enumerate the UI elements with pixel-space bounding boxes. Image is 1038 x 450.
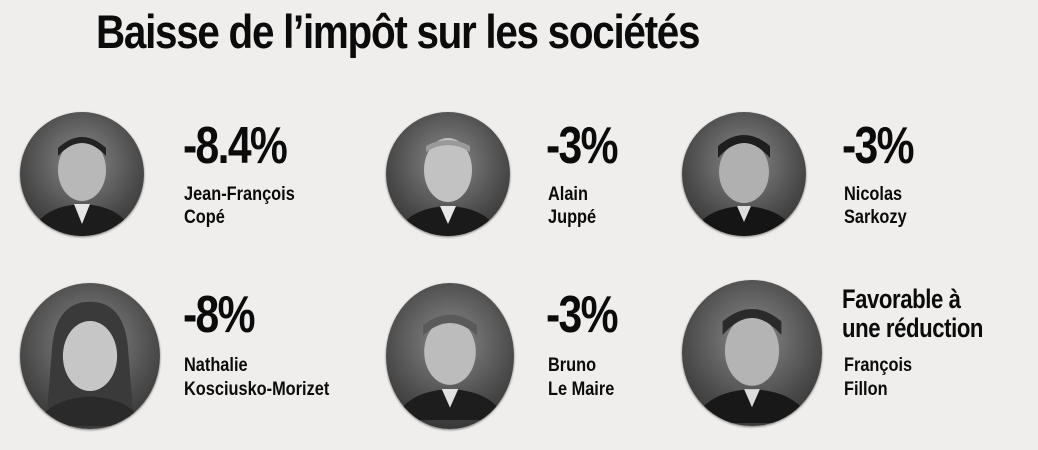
- candidate-first-name: Alain: [548, 184, 588, 205]
- candidate-last-name: Sarkozy: [844, 207, 907, 228]
- position-text-line-2: une réduction: [842, 313, 984, 343]
- candidate-first-name: Jean-François: [184, 184, 295, 205]
- candidate-last-name: Kosciusko-Morizet: [184, 379, 330, 400]
- candidate-first-name: Bruno: [548, 355, 597, 376]
- candidate-first-name: Nathalie: [184, 355, 248, 376]
- candidate-last-name: Le Maire: [548, 379, 615, 400]
- candidate-last-name: Copé: [184, 207, 225, 228]
- tax-cut-value: -3%: [546, 286, 619, 344]
- candidate-last-name: Juppé: [548, 207, 597, 228]
- tax-cut-value: -3%: [546, 117, 619, 175]
- candidate-last-name: Fillon: [844, 379, 888, 400]
- tax-cut-value: -3%: [842, 117, 915, 175]
- position-text-line-1: Favorable à: [842, 284, 961, 314]
- page-title: Baisse de l’impôt sur les sociétés: [96, 5, 700, 58]
- portrait-photo: [20, 283, 160, 429]
- candidate-first-name: François: [844, 355, 913, 376]
- portrait-photo: [20, 112, 144, 236]
- tax-cut-value: -8%: [183, 286, 256, 344]
- portrait-photo: [386, 283, 514, 429]
- portrait-photo: [682, 112, 806, 236]
- portrait-photo: [386, 112, 510, 236]
- portrait-photo: [682, 280, 822, 426]
- candidate-first-name: Nicolas: [844, 184, 903, 205]
- tax-cut-value: -8.4%: [183, 117, 288, 175]
